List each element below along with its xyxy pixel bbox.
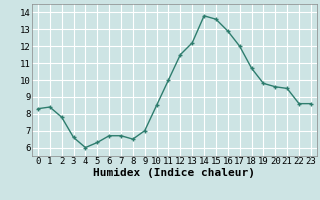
X-axis label: Humidex (Indice chaleur): Humidex (Indice chaleur): [93, 168, 255, 178]
